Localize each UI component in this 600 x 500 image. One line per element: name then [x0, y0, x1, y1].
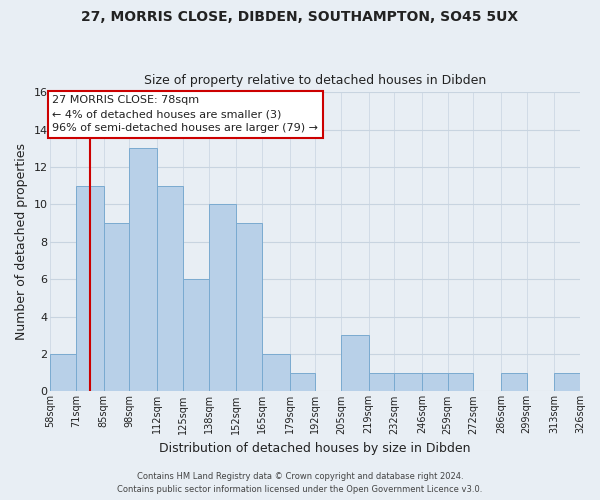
Bar [422, 372, 448, 392]
X-axis label: Distribution of detached houses by size in Dibden: Distribution of detached houses by size … [160, 442, 471, 455]
Bar [209, 204, 236, 392]
Bar [76, 186, 104, 392]
Text: 27, MORRIS CLOSE, DIBDEN, SOUTHAMPTON, SO45 5UX: 27, MORRIS CLOSE, DIBDEN, SOUTHAMPTON, S… [82, 10, 518, 24]
Bar [290, 372, 315, 392]
Bar [394, 372, 422, 392]
Bar [236, 223, 262, 392]
Bar [341, 336, 368, 392]
Bar [130, 148, 157, 392]
Title: Size of property relative to detached houses in Dibden: Size of property relative to detached ho… [144, 74, 487, 87]
Bar [262, 354, 290, 392]
Bar [501, 372, 527, 392]
Bar [183, 279, 209, 392]
Y-axis label: Number of detached properties: Number of detached properties [15, 144, 28, 340]
Text: Contains HM Land Registry data © Crown copyright and database right 2024.
Contai: Contains HM Land Registry data © Crown c… [118, 472, 482, 494]
Bar [104, 223, 130, 392]
Bar [157, 186, 183, 392]
Text: 27 MORRIS CLOSE: 78sqm
← 4% of detached houses are smaller (3)
96% of semi-detac: 27 MORRIS CLOSE: 78sqm ← 4% of detached … [52, 95, 319, 133]
Bar [554, 372, 580, 392]
Bar [448, 372, 473, 392]
Bar [368, 372, 394, 392]
Bar [50, 354, 76, 392]
